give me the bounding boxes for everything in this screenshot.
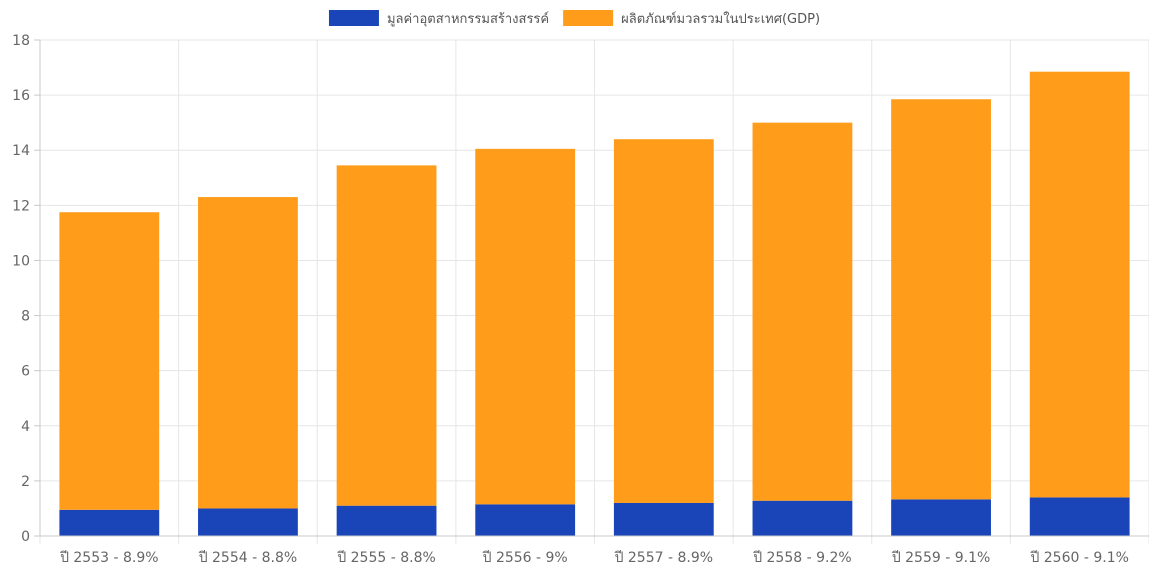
bar-creative-industry xyxy=(336,505,437,536)
y-tick-label: 4 xyxy=(21,419,30,435)
bar-gdp xyxy=(475,148,576,505)
x-tick-label: ปี 2560 - 9.1% xyxy=(1030,550,1129,565)
y-tick-label: 0 xyxy=(21,529,30,545)
bar-creative-industry xyxy=(613,502,714,536)
y-tick-label: 6 xyxy=(21,364,30,380)
bar-gdp xyxy=(336,165,437,506)
bar-gdp xyxy=(198,197,298,509)
legend-swatch xyxy=(328,10,379,26)
bar-creative-industry xyxy=(891,499,991,536)
y-tick-label: 12 xyxy=(12,198,30,214)
legend-label: มูลค่าอุตสาหกรรมสร้างสรรค์ xyxy=(387,11,549,27)
y-axis-ticks: 0 2 4 6 8 10 12 14 16 18 xyxy=(12,33,30,545)
y-tick-label: 2 xyxy=(21,474,30,490)
bar-gdp xyxy=(891,99,991,500)
x-tick-label: ปี 2557 - 8.9% xyxy=(614,550,713,565)
bar-gdp xyxy=(59,212,160,510)
x-tick-label: ปี 2553 - 8.9% xyxy=(60,550,159,565)
y-tick-label: 18 xyxy=(12,33,30,49)
bars xyxy=(59,71,1130,536)
bar-creative-industry xyxy=(1029,497,1130,536)
axes xyxy=(34,39,1149,537)
bar-gdp xyxy=(613,139,714,503)
bar-creative-industry xyxy=(475,504,576,536)
y-tick-label: 16 xyxy=(12,88,30,104)
bar-creative-industry xyxy=(198,508,298,536)
bar-creative-industry xyxy=(752,500,853,536)
bar-gdp xyxy=(752,122,853,501)
x-tick-label: ปี 2556 - 9% xyxy=(482,550,568,565)
bar-creative-industry xyxy=(59,509,160,536)
x-tick-label: ปี 2559 - 9.1% xyxy=(891,550,990,565)
y-tick-label: 8 xyxy=(21,309,30,325)
legend-label: ผลิตภัณฑ์มวลรวมในประเทศ(GDP) xyxy=(621,11,820,27)
y-tick-label: 10 xyxy=(12,253,30,269)
bar-gdp xyxy=(1029,71,1130,498)
x-tick-label: ปี 2554 - 8.8% xyxy=(198,550,297,565)
legend-swatch xyxy=(563,10,614,26)
legend: มูลค่าอุตสาหกรรมสร้างสรรค์ ผลิตภัณฑ์มวลรว… xyxy=(328,10,820,27)
x-tick-label: ปี 2558 - 9.2% xyxy=(753,550,852,565)
y-tick-label: 14 xyxy=(12,143,30,159)
x-axis-ticks: ปี 2553 - 8.9% ปี 2554 - 8.8% ปี 2555 - 8.… xyxy=(60,550,1129,565)
x-tick-label: ปี 2555 - 8.8% xyxy=(337,550,436,565)
